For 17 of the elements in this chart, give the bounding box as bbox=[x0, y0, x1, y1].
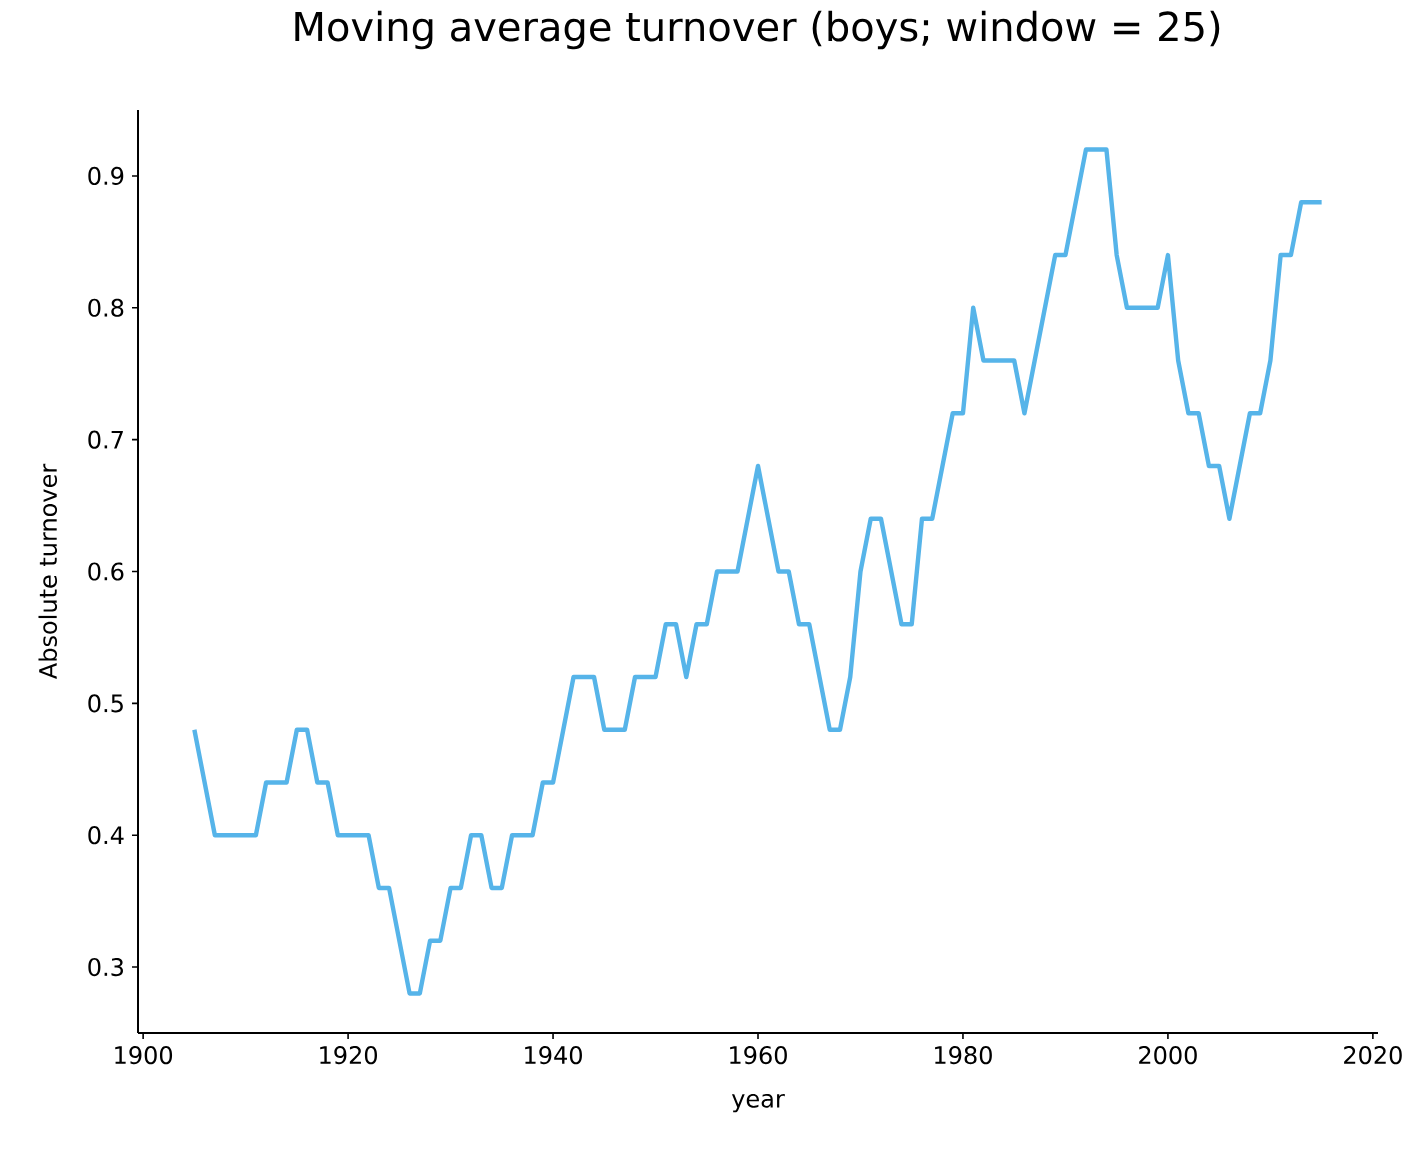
x-tick-label: 2000 bbox=[1139, 1046, 1197, 1065]
y-tick-label: 0.3 bbox=[88, 957, 123, 977]
y-axis-title: Absolute turnover bbox=[38, 463, 58, 679]
x-tick-label: 1920 bbox=[320, 1046, 378, 1065]
x-tick-label: 2020 bbox=[1344, 1046, 1402, 1065]
chart-title: Moving average turnover (boys; window = 25) bbox=[295, 10, 1220, 50]
x-tick-label: 1900 bbox=[115, 1046, 173, 1065]
x-tick-label: 1980 bbox=[935, 1046, 992, 1065]
y-tick-label: 0.9 bbox=[88, 166, 124, 186]
y-tick-label: 0.6 bbox=[88, 562, 124, 581]
x-tick-label: 1960 bbox=[730, 1046, 787, 1065]
y-tick-label: 0.7 bbox=[88, 430, 123, 449]
y-tick-label: 0.5 bbox=[88, 694, 123, 713]
x-tick-label: 1940 bbox=[525, 1046, 582, 1065]
y-tick-label: 0.8 bbox=[88, 298, 124, 317]
y-tick-label: 0.4 bbox=[88, 826, 124, 845]
x-axis-title: year bbox=[731, 1093, 785, 1113]
